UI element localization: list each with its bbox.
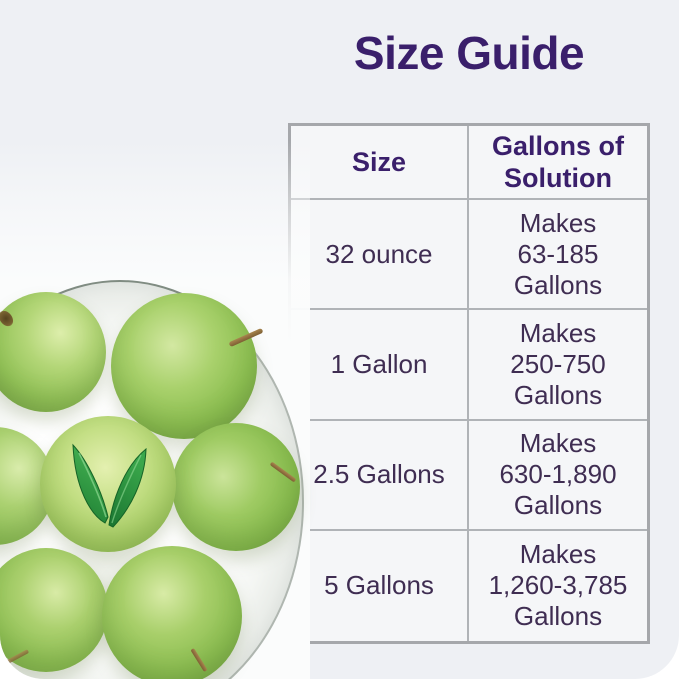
table-row-solution: Makes 63-185 Gallons	[469, 200, 647, 311]
green-apples-photo	[0, 140, 310, 679]
apple	[0, 548, 108, 672]
table-row-solution: Makes 250-750 Gallons	[469, 310, 647, 421]
column-header-size: Size	[291, 126, 469, 200]
leaf-icon	[72, 443, 147, 528]
size-guide-table: Size Gallons of Solution 32 ounce Makes …	[288, 123, 650, 644]
column-header-gallons: Gallons of Solution	[469, 126, 647, 200]
page-title: Size Guide	[353, 27, 585, 79]
apple	[0, 292, 106, 412]
apple	[40, 416, 176, 552]
table-row-size: 2.5 Gallons	[291, 420, 469, 531]
table-row-solution: Makes 630-1,890 Gallons	[469, 421, 647, 531]
table-row-size: 32 ounce	[291, 200, 469, 311]
apple	[111, 293, 257, 439]
apple	[102, 546, 242, 679]
apple	[172, 423, 300, 551]
table-row-size: 5 Gallons	[291, 530, 469, 641]
table-row-solution: Makes 1,260-3,785 Gallons	[488, 539, 628, 632]
table-row-size: 1 Gallon	[291, 310, 469, 421]
